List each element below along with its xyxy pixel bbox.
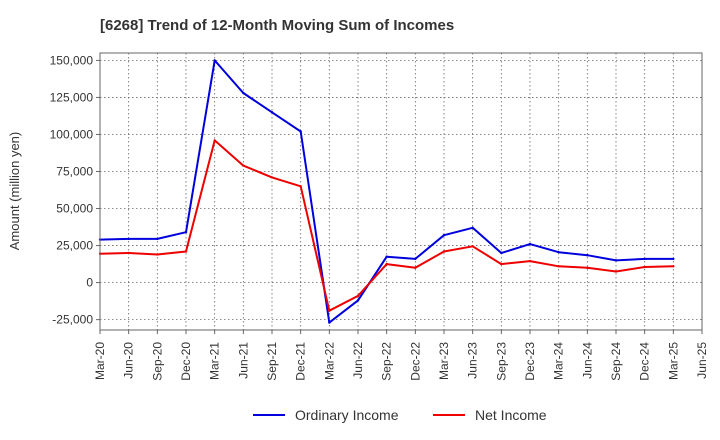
- x-tick-label: Jun-23: [466, 342, 480, 379]
- data-point: [328, 321, 331, 324]
- data-point: [500, 251, 503, 255]
- data-point: [328, 309, 331, 312]
- y-tick-label: 25,000: [56, 239, 93, 253]
- plot-frame: [99, 52, 703, 331]
- data-point: [586, 266, 589, 269]
- series-layer: [98, 59, 675, 324]
- x-tick-label: Jun-21: [236, 342, 250, 379]
- data-point: [442, 233, 446, 237]
- x-tick-label: Jun-25: [695, 342, 709, 379]
- x-tick-label: Jun-22: [351, 342, 365, 379]
- data-point: [242, 164, 245, 167]
- data-point: [213, 59, 216, 62]
- data-point: [471, 226, 474, 229]
- x-tick-label: Sep-22: [380, 342, 394, 381]
- y-tick-label: -25,000: [52, 313, 93, 327]
- y-tick-label: 100,000: [50, 127, 94, 141]
- data-point: [356, 299, 360, 302]
- data-point: [385, 262, 388, 266]
- x-tick-label: Jun-24: [580, 342, 594, 379]
- data-point: [414, 266, 417, 269]
- data-point: [471, 245, 474, 248]
- data-point: [643, 265, 646, 269]
- y-axis-label: Amount (million yen): [7, 132, 22, 251]
- y-axis-ticks: -25,000 0 25,000 50,000 75,000 100,000 125,000…: [50, 53, 100, 327]
- data-point: [442, 250, 446, 253]
- x-axis-ticks: Mar-20 Jun-20 Sep-20 Dec-20 Mar-21 Jun-21 Sep-…: [93, 330, 709, 381]
- data-point: [528, 242, 532, 246]
- data-point: [127, 251, 130, 255]
- y-tick-label: 0: [86, 276, 93, 290]
- data-point: [213, 139, 216, 142]
- x-tick-label: Sep-20: [150, 342, 164, 381]
- data-point: [528, 259, 532, 263]
- x-tick-label: Sep-23: [494, 342, 508, 381]
- grid-layer: [99, 53, 703, 330]
- chart-title: [6268] Trend of 12-Month Moving Sum of I…: [100, 17, 454, 34]
- y-tick-label: 75,000: [56, 165, 93, 179]
- x-tick-label: Mar-25: [666, 342, 680, 380]
- data-point: [414, 257, 417, 261]
- data-point: [672, 265, 675, 268]
- data-point: [270, 176, 274, 179]
- x-tick-label: Dec-23: [523, 342, 537, 381]
- y-tick-label: 125,000: [50, 90, 94, 104]
- data-point: [557, 265, 560, 268]
- data-point: [156, 253, 159, 256]
- x-tick-label: Mar-21: [208, 342, 222, 380]
- x-tick-label: Dec-21: [294, 342, 308, 381]
- data-point: [385, 255, 388, 258]
- data-point: [614, 259, 618, 262]
- y-tick-label: 150,000: [50, 53, 94, 67]
- series-line-0: [99, 59, 674, 324]
- x-tick-label: Mar-23: [437, 342, 451, 380]
- data-point: [127, 237, 130, 241]
- data-point: [614, 270, 618, 273]
- data-point: [356, 294, 360, 298]
- x-tick-label: Jun-20: [122, 342, 136, 379]
- x-tick-label: Dec-20: [179, 342, 193, 381]
- data-point: [586, 253, 589, 257]
- legend: Ordinary Income Net Income: [253, 407, 547, 423]
- x-tick-label: Sep-21: [265, 342, 279, 381]
- legend-label: Net Income: [475, 407, 547, 423]
- data-point: [242, 91, 245, 95]
- x-tick-label: Mar-22: [322, 342, 336, 380]
- x-tick-label: Mar-24: [552, 342, 566, 380]
- data-point: [299, 185, 302, 188]
- x-tick-label: Sep-24: [609, 342, 623, 381]
- data-point: [184, 231, 188, 234]
- data-point: [672, 257, 675, 261]
- data-point: [299, 130, 302, 133]
- x-tick-label: Dec-24: [638, 342, 652, 381]
- legend-label: Ordinary Income: [295, 407, 399, 423]
- data-point: [270, 111, 274, 114]
- data-point: [643, 257, 646, 261]
- data-point: [156, 237, 159, 241]
- data-point: [184, 250, 188, 253]
- data-point: [557, 251, 560, 254]
- y-tick-label: 50,000: [56, 202, 93, 216]
- x-tick-label: Mar-20: [93, 342, 107, 380]
- data-point: [500, 262, 503, 266]
- x-tick-label: Dec-22: [408, 342, 422, 381]
